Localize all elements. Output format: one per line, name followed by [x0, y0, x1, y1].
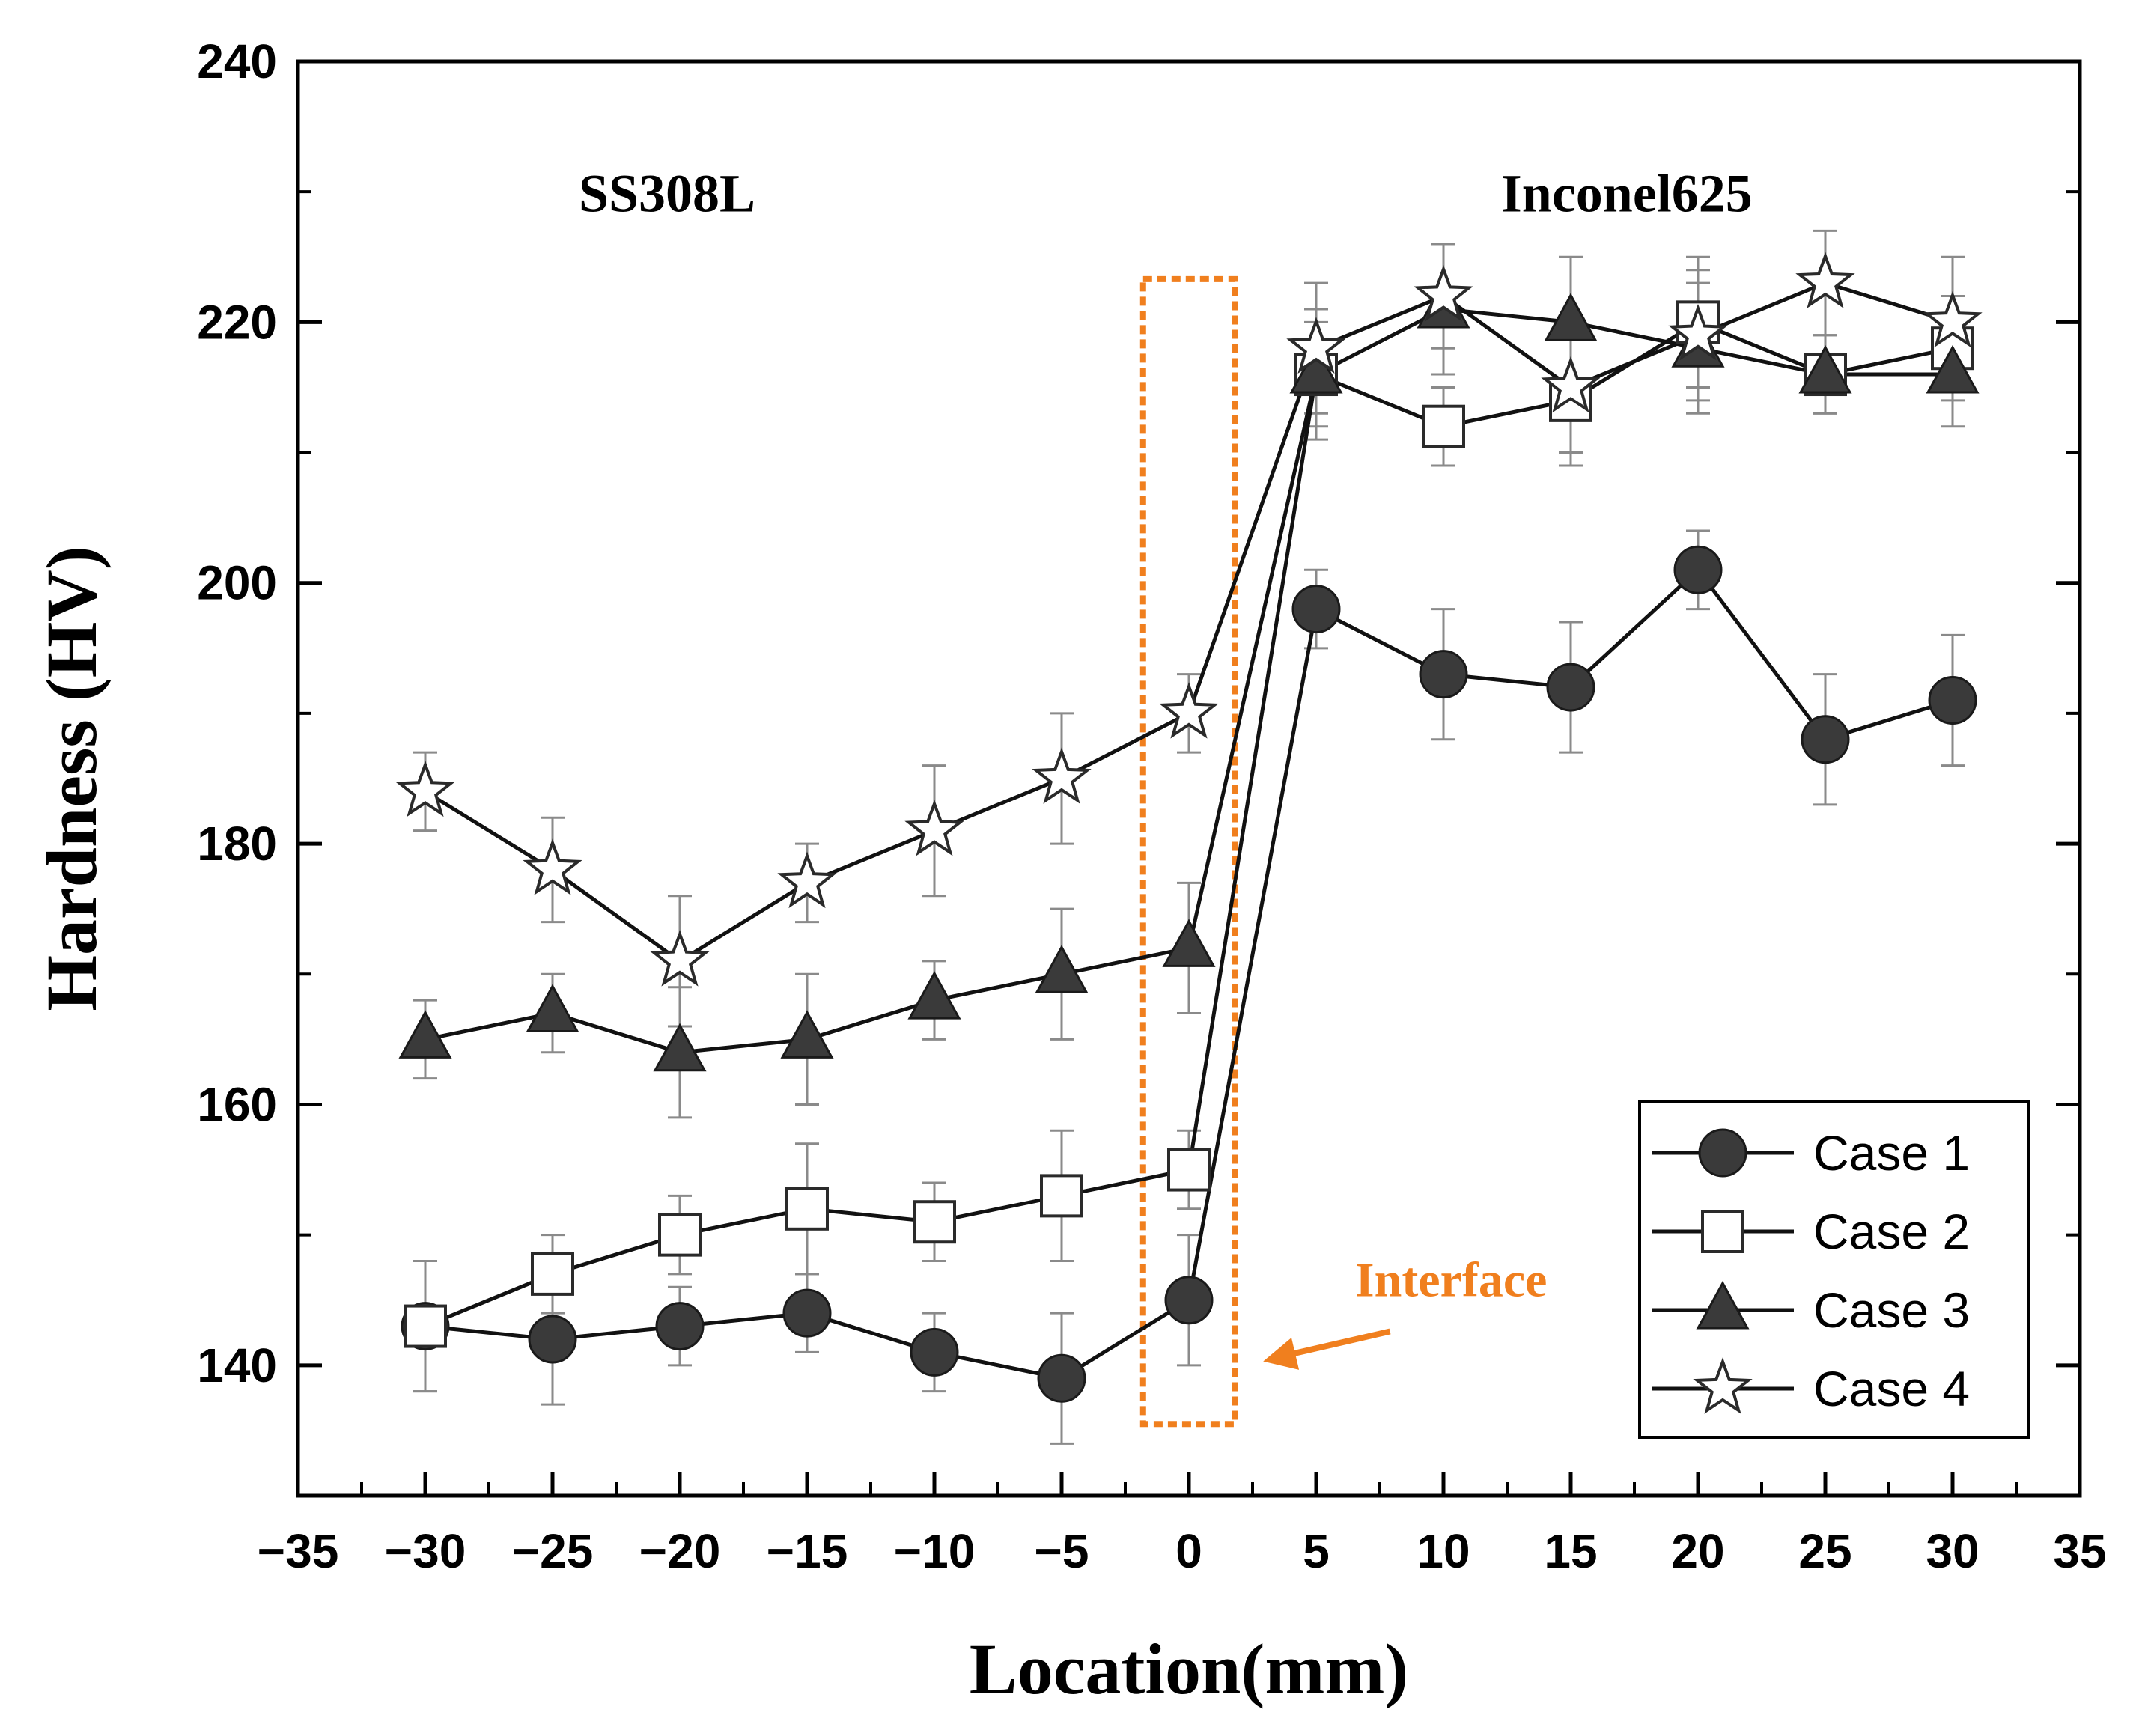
x-tick-label: 5 — [1303, 1524, 1330, 1578]
interface-box — [1139, 275, 1238, 1428]
case-3-point — [653, 1023, 707, 1072]
region-label-inconel625: Inconel625 — [1501, 163, 1753, 223]
legend-label: Case 1 — [1813, 1125, 1970, 1181]
case-3-point — [1289, 344, 1343, 394]
case-1-point — [1928, 675, 1977, 725]
legend-marker-case-3 — [1696, 1280, 1750, 1330]
x-tick-label: −5 — [1035, 1524, 1089, 1578]
case-4-point — [1032, 747, 1092, 804]
legend-label: Case 3 — [1813, 1282, 1970, 1338]
y-tick-label: 180 — [197, 817, 277, 871]
x-tick-label: −20 — [639, 1524, 721, 1578]
interface-marker: Interface — [1139, 275, 1548, 1428]
case-4-point — [1923, 290, 1983, 348]
legend-label: Case 4 — [1813, 1361, 1970, 1416]
x-tick-label: 20 — [1671, 1524, 1724, 1578]
case-3-point — [1544, 293, 1598, 341]
series-markers — [395, 252, 1983, 1403]
case-3-point — [1035, 945, 1089, 993]
case-2-point — [913, 1200, 956, 1244]
legend-marker-case-4 — [1693, 1357, 1753, 1414]
case-4-point — [1286, 317, 1346, 374]
case-1-point — [1673, 545, 1723, 594]
y-axis-title: Hardness (HV) — [31, 546, 112, 1011]
interface-label: Interface — [1355, 1253, 1548, 1308]
case-4-point — [650, 930, 710, 987]
x-tick-label: −35 — [258, 1524, 339, 1578]
legend-entry-case-4: Case 4 — [1652, 1357, 1970, 1416]
case-1-point — [1546, 663, 1595, 712]
case-3-point — [1162, 919, 1216, 967]
interface-arrow-head — [1263, 1338, 1300, 1370]
legend-label: Case 2 — [1813, 1204, 1970, 1259]
case-2-point — [1040, 1174, 1083, 1218]
case-1-point — [910, 1327, 959, 1377]
y-tick-label: 200 — [197, 556, 277, 610]
case-4-point — [395, 760, 455, 817]
x-tick-label: −25 — [512, 1524, 594, 1578]
case-1-point — [1801, 715, 1850, 764]
y-tick-label: 140 — [197, 1338, 277, 1392]
case-1-point — [1291, 585, 1341, 634]
x-tick-label: −10 — [894, 1524, 976, 1578]
case-4-line — [424, 281, 1953, 963]
case-2-point — [658, 1213, 702, 1257]
y-tick-label: 220 — [197, 295, 277, 349]
case-4-point — [1159, 682, 1219, 739]
case-2-point — [785, 1187, 829, 1231]
interface-arrow-shaft — [1285, 1328, 1391, 1359]
x-tick-label: 25 — [1798, 1524, 1851, 1578]
case-2-point — [1167, 1148, 1211, 1192]
legend-entry-case-3: Case 3 — [1652, 1280, 1970, 1338]
region-label-ss308l: SS308L — [579, 163, 755, 223]
case-1-point — [528, 1315, 577, 1364]
case-4-point — [1541, 356, 1601, 413]
legend: Case 1 Case 2 Case 3 Case 4 — [1638, 1100, 2030, 1439]
case-4-point — [1668, 304, 1728, 361]
legend-marker-case-1 — [1698, 1128, 1747, 1178]
y-axis-ticks: 140 160 180 200 220 240 — [197, 34, 2080, 1497]
legend-marker-case-2 — [1701, 1210, 1744, 1253]
case-2-point — [404, 1304, 447, 1348]
case-1-point — [655, 1302, 705, 1351]
case-3-point — [780, 1010, 834, 1059]
case-3-point — [1926, 344, 1980, 394]
case-4-point — [523, 838, 582, 895]
legend-entry-case-2: Case 2 — [1652, 1204, 1970, 1259]
case-4-point — [904, 799, 964, 856]
x-tick-label: −15 — [767, 1524, 848, 1578]
case-4-point — [1414, 264, 1473, 322]
x-tick-label: 15 — [1544, 1524, 1597, 1578]
plot-frame — [296, 59, 2082, 1498]
legend-entry-case-1: Case 1 — [1652, 1125, 1970, 1181]
case-2-point — [1422, 404, 1465, 448]
case-3-point — [1798, 344, 1852, 394]
case-3-point — [398, 1010, 452, 1059]
x-tick-label: 0 — [1175, 1524, 1202, 1578]
case-1-point — [1164, 1276, 1214, 1325]
x-axis-title: Location(mm) — [970, 1629, 1409, 1709]
y-tick-label: 160 — [197, 1077, 277, 1131]
x-tick-label: 30 — [1926, 1524, 1979, 1578]
case-1-point — [782, 1288, 832, 1338]
x-axis-ticks: −35 −30 −25 −20 −15 −10 −5 0 5 10 15 20 25 30 35 — [258, 1472, 2107, 1578]
x-tick-label: 35 — [2053, 1524, 2106, 1578]
case-1-point — [1419, 650, 1468, 699]
case-3-point — [907, 970, 961, 1020]
x-tick-label: −30 — [385, 1524, 466, 1578]
case-2-point — [531, 1252, 574, 1296]
case-4-point — [1795, 252, 1855, 308]
case-3-point — [526, 984, 579, 1033]
region-labels: SS308L Inconel625 — [579, 163, 1753, 223]
case-4-point — [777, 851, 837, 909]
case-1-point — [1037, 1353, 1086, 1403]
x-tick-label: 10 — [1417, 1524, 1470, 1578]
y-tick-label: 240 — [197, 34, 277, 88]
